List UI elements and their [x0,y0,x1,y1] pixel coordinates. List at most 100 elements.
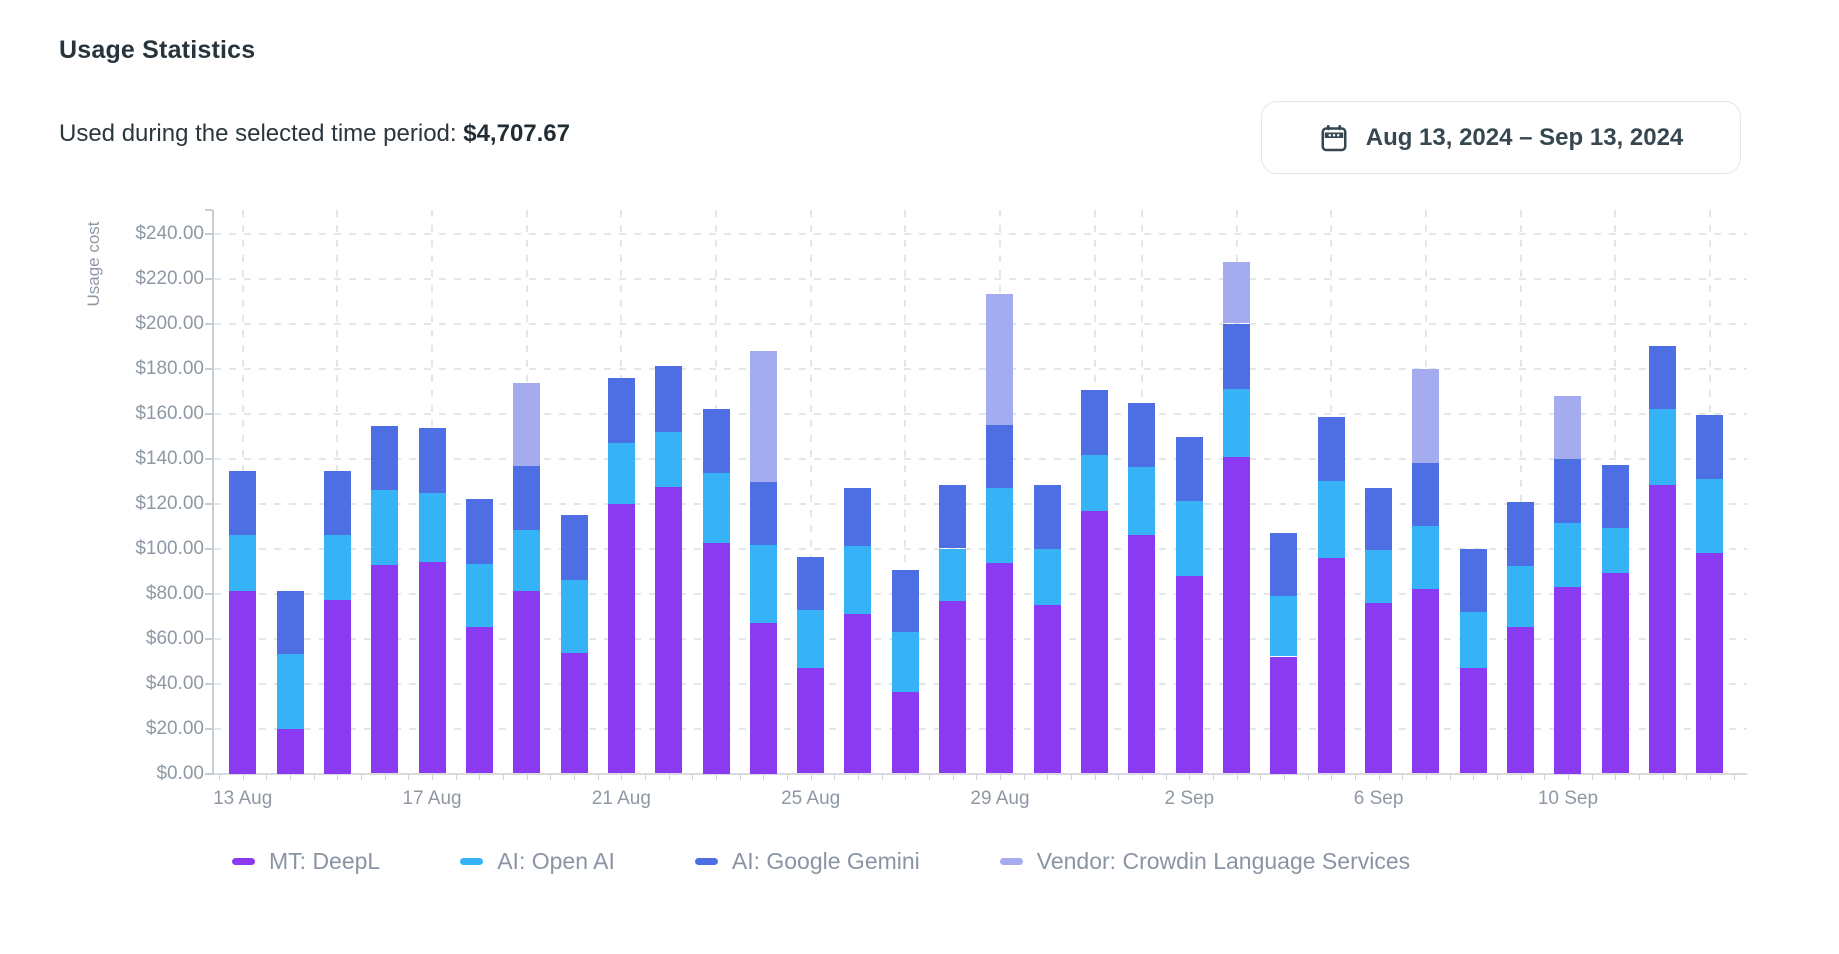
bar-segment[interactable] [1270,533,1298,597]
bar-segment[interactable] [844,487,872,547]
bar-segment[interactable] [655,431,683,487]
bar-segment[interactable] [1459,668,1487,774]
bar-segment[interactable] [749,481,777,546]
bar-segment[interactable] [749,545,777,623]
bar-segment[interactable] [229,591,257,774]
bar-segment[interactable] [1128,535,1156,774]
bar-segment[interactable] [844,546,872,614]
bar-segment[interactable] [1270,596,1298,657]
bar-segment[interactable] [702,542,730,774]
bar-segment[interactable] [1223,323,1251,389]
bar-segment[interactable] [797,610,825,668]
bar-segment[interactable] [702,472,730,543]
bar-segment[interactable] [1554,522,1582,587]
bar-segment[interactable] [939,484,967,549]
bar-segment[interactable] [1554,396,1582,460]
bar-segment[interactable] [986,425,1014,489]
bar-segment[interactable] [276,591,304,655]
bar-segment[interactable] [276,728,304,774]
bar-segment[interactable] [1081,510,1109,774]
legend-item[interactable]: AI: Open AI [460,848,615,875]
bar-segment[interactable] [418,427,446,493]
bar-segment[interactable] [1601,464,1629,528]
bar-segment[interactable] [1696,552,1724,774]
bar-segment[interactable] [1507,566,1535,627]
bar-segment[interactable] [1317,416,1345,481]
bar-segment[interactable] [371,426,399,491]
bar-segment[interactable] [418,562,446,774]
bar-segment[interactable] [1033,549,1061,606]
bar-segment[interactable] [229,535,257,592]
bar-segment[interactable] [560,652,588,774]
bar-segment[interactable] [1365,603,1393,774]
bar-segment[interactable] [1649,345,1677,409]
bar-segment[interactable] [1412,526,1440,590]
bar-segment[interactable] [749,622,777,774]
bar-segment[interactable] [655,366,683,432]
bar-segment[interactable] [1223,456,1251,774]
bar-segment[interactable] [1270,656,1298,774]
bar-segment[interactable] [1223,261,1251,324]
bar-segment[interactable] [371,565,399,774]
bar-segment[interactable] [986,488,1014,563]
bar-segment[interactable] [560,579,588,653]
legend-item[interactable]: Vendor: Crowdin Language Services [999,848,1410,875]
bar-segment[interactable] [1223,388,1251,457]
bar-segment[interactable] [1412,462,1440,527]
bar-segment[interactable] [465,626,493,774]
bar-segment[interactable] [323,600,351,774]
legend-item[interactable]: AI: Google Gemini [694,848,920,875]
bar-segment[interactable] [891,570,919,632]
legend-item[interactable]: MT: DeepL [232,848,380,875]
bar-segment[interactable] [465,564,493,627]
bar-segment[interactable] [1081,390,1109,456]
bar-segment[interactable] [607,378,635,444]
bar-segment[interactable] [1649,408,1677,485]
bar-segment[interactable] [1081,455,1109,511]
bar-segment[interactable] [749,351,777,482]
bar-segment[interactable] [1175,501,1203,577]
bar-segment[interactable] [323,471,351,536]
bar-segment[interactable] [891,691,919,774]
bar-segment[interactable] [513,530,541,591]
bar-segment[interactable] [1649,484,1677,774]
bar-segment[interactable] [1033,484,1061,550]
bar-segment[interactable] [1175,576,1203,774]
bar-segment[interactable] [797,667,825,774]
bar-segment[interactable] [229,471,257,536]
bar-segment[interactable] [1601,572,1629,774]
bar-segment[interactable] [513,590,541,774]
bar-segment[interactable] [655,486,683,774]
bar-segment[interactable] [418,492,446,563]
bar-segment[interactable] [1365,550,1393,604]
bar-segment[interactable] [891,631,919,692]
bar-segment[interactable] [560,514,588,580]
bar-segment[interactable] [465,499,493,565]
bar-segment[interactable] [1696,478,1724,553]
bar-segment[interactable] [1696,415,1724,479]
bar-segment[interactable] [939,601,967,774]
bar-segment[interactable] [1317,558,1345,774]
bar-segment[interactable] [1459,612,1487,669]
bar-segment[interactable] [1365,487,1393,551]
bar-segment[interactable] [1507,501,1535,567]
bar-segment[interactable] [844,613,872,774]
bar-segment[interactable] [986,294,1014,426]
bar-segment[interactable] [1601,527,1629,573]
bar-segment[interactable] [371,490,399,566]
bar-segment[interactable] [1554,459,1582,523]
bar-segment[interactable] [986,562,1014,774]
date-range-picker[interactable]: Aug 13, 2024 – Sep 13, 2024 [1261,101,1741,174]
bar-segment[interactable] [1175,436,1203,502]
bar-segment[interactable] [607,504,635,774]
bar-segment[interactable] [1412,369,1440,463]
bar-segment[interactable] [939,548,967,602]
bar-segment[interactable] [1459,548,1487,613]
bar-segment[interactable] [1317,481,1345,559]
bar-segment[interactable] [513,466,541,531]
bar-segment[interactable] [513,382,541,467]
bar-segment[interactable] [1128,466,1156,536]
bar-segment[interactable] [323,535,351,601]
bar-segment[interactable] [1033,605,1061,774]
bar-segment[interactable] [1507,626,1535,774]
